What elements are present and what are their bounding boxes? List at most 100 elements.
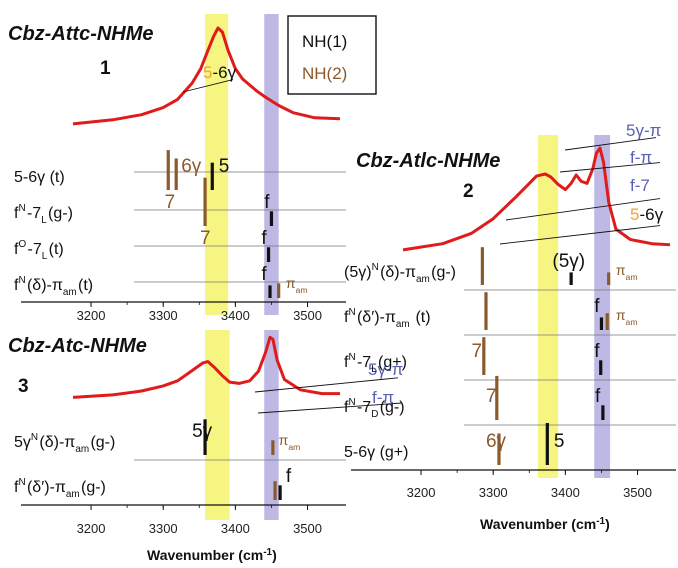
- nh-bar: [277, 283, 281, 298]
- nh-bar: [203, 419, 207, 455]
- yellow-band: [205, 14, 229, 315]
- annotation-label: f-π: [372, 388, 394, 407]
- nh-bar: [203, 177, 207, 226]
- conformer-label: fN -7D (g-): [344, 397, 405, 420]
- panel-1-bands: [205, 14, 279, 315]
- lavender-band: [594, 135, 611, 478]
- bar-label: f: [594, 341, 600, 362]
- nh-bar: [269, 211, 274, 226]
- bar-label: 7: [165, 192, 176, 213]
- annotation-label: 5-6γ: [203, 63, 237, 82]
- bar-label: f: [595, 386, 601, 407]
- annotation-leader: [559, 162, 661, 173]
- panel-3-xlabel: Wavenumber (cm-1): [147, 547, 277, 564]
- bar-label: f: [261, 264, 267, 285]
- x-tick-label: 3400: [551, 485, 580, 500]
- nh-bar: [268, 285, 272, 298]
- annotation-leader: [505, 198, 661, 221]
- panel-2: Cbz-Atlc-NHMe 2 5γ-π f-π f-7 5-6γ (5γ)N (δ)-…: [344, 121, 676, 532]
- nh-bar: [210, 162, 214, 190]
- panel-2-xlabel: Wavenumber (cm-1): [480, 516, 610, 533]
- nh-bar: [601, 405, 605, 420]
- panel-2-number: 2: [463, 181, 474, 202]
- bar-label: 6γ: [486, 431, 507, 452]
- nh-bar: [271, 440, 275, 455]
- annotation-leader: [182, 79, 234, 93]
- x-tick-label: 3300: [479, 485, 508, 500]
- legend-nh2: NH(2): [302, 64, 347, 83]
- panel-3: Cbz-Atc-NHMe 3 5γ-π f-π 5γN (δ)-πam (g-) 5γ…: [8, 330, 403, 563]
- conformer-label: 5-6γ (t): [14, 169, 65, 186]
- annotation-label: f-π: [630, 148, 652, 167]
- nh-bar: [166, 150, 170, 190]
- nh-bar: [497, 433, 501, 465]
- x-tick-label: 3200: [407, 485, 436, 500]
- conformer-label: 5-6γ (g+): [344, 444, 408, 461]
- nh-bar: [480, 247, 484, 285]
- lavender-band: [264, 330, 279, 520]
- nh-bar: [273, 481, 277, 500]
- annotation-leader: [564, 137, 657, 151]
- ir-spectrum-line: [72, 26, 341, 126]
- nh-bar: [607, 272, 611, 285]
- nh-bar: [605, 313, 609, 330]
- x-tick-label: 3500: [293, 521, 322, 536]
- bar-label: f: [264, 192, 270, 213]
- panel-2-title: Cbz-Atlc-NHMe: [356, 150, 500, 172]
- conformer-label: fN (δ′)-πam (g-): [14, 477, 106, 500]
- conformer-label: fN (δ)-πam (t): [14, 275, 93, 298]
- bar-label: 5γ: [192, 421, 213, 442]
- annotation-label: 5γ-π: [368, 360, 403, 379]
- annotation-label: 5γ-π: [626, 121, 661, 140]
- yellow-band: [537, 135, 559, 478]
- bar-label: 5: [554, 431, 565, 452]
- conformer-label: fN -7L (g+): [344, 352, 407, 375]
- nh-bar: [545, 423, 549, 465]
- legend-nh1: NH(1): [302, 32, 347, 51]
- panel-3-number: 3: [18, 376, 29, 397]
- ir-spectrum-line: [72, 335, 340, 399]
- x-tick-label: 3200: [77, 521, 106, 536]
- bar-label: πam: [616, 307, 639, 327]
- annotation-label: f-7: [630, 176, 650, 195]
- conformer-label: fN (δ′)-πam (t): [344, 307, 431, 330]
- bar-label: f: [261, 228, 267, 249]
- x-tick-label: 3500: [293, 308, 322, 323]
- x-tick-label: 3500: [623, 485, 652, 500]
- bar-label: 5: [219, 156, 230, 177]
- annotation-label: 5-6γ: [630, 205, 664, 224]
- bar-label: 7: [200, 228, 211, 249]
- panel-1: Cbz-Attc-NHMe 1 5-6γ 5-6γ (t) 6γ 5 fN -7L (g…: [8, 14, 346, 323]
- panel-3-body: 5γ-π f-π 5γN (δ)-πam (g-) 5γ πam fN (δ′)-πam…: [14, 335, 403, 536]
- panel-3-title: Cbz-Atc-NHMe: [8, 335, 147, 357]
- nh-bar: [569, 272, 573, 285]
- nh-bar: [266, 247, 271, 262]
- x-tick-label: 3400: [221, 308, 250, 323]
- x-tick-label: 3300: [149, 308, 178, 323]
- x-tick-label: 3200: [77, 308, 106, 323]
- bar-label: f: [286, 466, 292, 487]
- x-tick-label: 3300: [149, 521, 178, 536]
- panel-1-body: 5-6γ 5-6γ (t) 6γ 5 fN -7L (g-) 7 f fO -7L (t) 7 f…: [14, 26, 346, 323]
- ir-spectrum-line: [402, 146, 671, 252]
- conformer-label: (5γ)N (δ)-πam (g-): [344, 262, 456, 285]
- bar-label: f: [594, 296, 600, 317]
- x-tick-label: 3400: [221, 521, 250, 536]
- panel-2-bands: [537, 135, 611, 478]
- panel-3-bands: [205, 330, 279, 520]
- nh-bar: [174, 158, 178, 190]
- panel-1-title: Cbz-Attc-NHMe: [8, 23, 154, 45]
- conformer-label: 5γN (δ)-πam (g-): [14, 432, 115, 455]
- nh-bar: [599, 360, 603, 375]
- panel-2-body: 5γ-πf-πf-75-6γ(5γ)N (δ)-πam (g-)(5γ) πam …: [344, 121, 676, 500]
- nh-bar: [599, 317, 604, 330]
- nh-bar: [495, 375, 499, 420]
- annotation-leader: [254, 377, 399, 393]
- nh-bar: [482, 337, 486, 375]
- bar-label: 7: [472, 341, 483, 362]
- bar-label: πam: [616, 262, 639, 282]
- bar-label: 7: [486, 386, 497, 407]
- legend-box: [287, 15, 377, 95]
- nh-bar: [484, 292, 488, 330]
